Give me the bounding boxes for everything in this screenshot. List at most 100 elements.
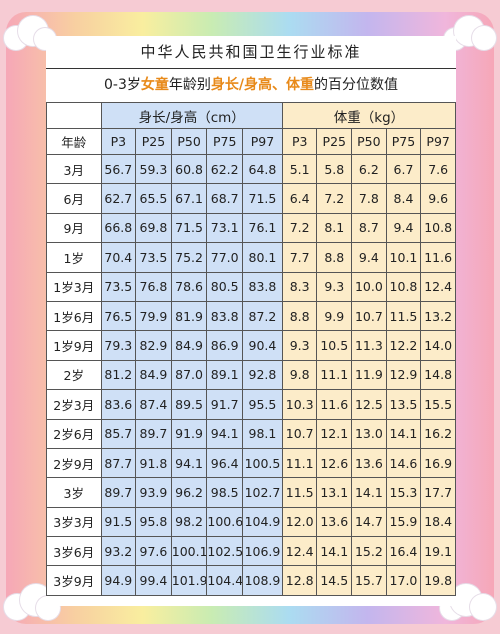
table-row: 3月 56.7 59.3 60.8 62.2 64.8 5.1 5.8 6.2 6.7 7.6	[46, 153, 456, 185]
table-row: 2岁3月 83.6 87.4 89.5 91.7 95.5 10.3 11.6 12.5 13.5…	[46, 389, 456, 420]
weight-cell: 11.5	[385, 300, 422, 332]
height-cell: 95.8	[135, 506, 172, 538]
height-cell: 93.9	[135, 477, 172, 508]
height-cell: 98.5	[206, 477, 244, 508]
weight-cell: 8.7	[351, 212, 387, 244]
height-cell: 91.5	[100, 506, 137, 538]
weight-cell: 12.0	[281, 506, 318, 538]
height-cell: 91.9	[170, 418, 208, 449]
height-cell: 100.5	[242, 447, 283, 479]
weight-cell: 12.9	[385, 359, 422, 391]
height-cell: 67.1	[170, 183, 208, 214]
weight-cell: 8.3	[281, 271, 318, 302]
height-cell: 101.9	[170, 565, 208, 596]
weight-cell: 11.6	[316, 389, 353, 420]
weight-cell: 19.8	[420, 565, 456, 596]
height-cell: 91.7	[206, 389, 244, 420]
weight-cell: 17.7	[420, 477, 456, 508]
subtitle-prefix: 0-3岁	[104, 77, 141, 93]
weight-cell: 14.1	[316, 536, 353, 567]
weight-percentile-header: P75	[385, 128, 422, 155]
weight-cell: 13.6	[316, 506, 353, 538]
height-cell: 100.6	[206, 506, 244, 538]
weight-cell: 10.1	[385, 242, 422, 273]
age-cell: 2岁	[46, 359, 102, 391]
group-header-row: 身长/身高（cm） 体重（kg）	[46, 102, 457, 129]
weight-cell: 9.3	[281, 330, 318, 361]
weight-cell: 13.5	[385, 389, 422, 420]
height-cell: 96.2	[170, 477, 208, 508]
table-row: 1岁9月 79.3 82.9 84.9 86.9 90.4 9.3 10.5 11.3 12.2 1…	[46, 330, 456, 361]
height-cell: 89.7	[135, 418, 172, 449]
weight-cell: 7.7	[281, 242, 318, 273]
height-cell: 89.7	[100, 477, 137, 508]
weight-cell: 17.0	[385, 565, 422, 596]
height-cell: 76.8	[135, 271, 172, 302]
height-cell: 69.8	[135, 212, 172, 244]
weight-cell: 12.4	[281, 536, 318, 567]
height-cell: 104.4	[206, 565, 244, 596]
table-row: 2岁6月 85.7 89.7 91.9 94.1 98.1 10.7 12.1 13.0 14.1…	[46, 418, 456, 449]
weight-cell: 7.2	[281, 212, 318, 244]
age-cell: 1岁9月	[46, 330, 102, 361]
weight-cell: 13.6	[351, 447, 387, 479]
weight-cell: 10.7	[351, 300, 387, 332]
height-group-header: 身长/身高（cm）	[100, 102, 283, 129]
weight-cell: 6.7	[385, 153, 422, 185]
height-cell: 108.9	[242, 565, 283, 596]
table-row: 2岁9月 87.7 91.8 94.1 96.4 100.5 11.1 12.6 13.6 14.…	[46, 447, 456, 479]
weight-cell: 5.8	[316, 153, 353, 185]
weight-cell: 13.2	[420, 300, 456, 332]
table-body: 3月 56.7 59.3 60.8 62.2 64.8 5.1 5.8 6.2 6.7 7.6 6月 6…	[46, 153, 456, 596]
table-row: 6月 62.7 65.5 67.1 68.7 71.5 6.4 7.2 7.8 8.4 9.6	[46, 183, 456, 214]
height-cell: 84.9	[170, 330, 208, 361]
height-cell: 87.7	[100, 447, 137, 479]
age-cell: 2岁9月	[46, 447, 102, 479]
table-row: 1岁3月 73.5 76.8 78.6 80.5 83.8 8.3 9.3 10.0 10.8 12…	[46, 271, 456, 302]
height-cell: 71.5	[170, 212, 208, 244]
weight-cell: 9.4	[351, 242, 387, 273]
standard-title: 中华人民共和国卫生行业标准	[46, 36, 456, 69]
table-row: 9月 66.8 69.8 71.5 73.1 76.1 7.2 8.1 8.7 9.4 10.8	[46, 212, 456, 244]
weight-cell: 9.3	[316, 271, 353, 302]
weight-cell: 13.1	[316, 477, 353, 508]
weight-cell: 6.4	[281, 183, 318, 214]
weight-cell: 10.8	[385, 271, 422, 302]
height-cell: 73.5	[100, 271, 137, 302]
weight-cell: 7.6	[420, 153, 456, 185]
height-percentile-header: P50	[170, 128, 208, 155]
height-cell: 97.6	[135, 536, 172, 567]
weight-cell: 10.5	[316, 330, 353, 361]
height-cell: 73.5	[135, 242, 172, 273]
height-cell: 94.1	[170, 447, 208, 479]
weight-cell: 12.2	[385, 330, 422, 361]
height-cell: 82.9	[135, 330, 172, 361]
weight-cell: 7.2	[316, 183, 353, 214]
subtitle-highlight-girls: 女童	[140, 77, 169, 93]
height-cell: 98.1	[242, 418, 283, 449]
height-cell: 102.5	[206, 536, 244, 567]
height-cell: 60.8	[170, 153, 208, 185]
weight-cell: 11.3	[351, 330, 387, 361]
height-cell: 83.6	[100, 389, 137, 420]
height-cell: 65.5	[135, 183, 172, 214]
weight-cell: 14.1	[351, 477, 387, 508]
age-cell: 3岁6月	[46, 536, 102, 567]
weight-cell: 7.8	[351, 183, 387, 214]
age-cell: 3岁3月	[46, 506, 102, 538]
weight-cell: 9.4	[385, 212, 422, 244]
weight-cell: 12.4	[420, 271, 456, 302]
percentile-table: 身长/身高（cm） 体重（kg） 年龄 P3 P25 P50 P75 P97 P3 P25 P…	[46, 102, 457, 596]
height-cell: 75.2	[170, 242, 208, 273]
height-cell: 106.9	[242, 536, 283, 567]
height-cell: 87.2	[242, 300, 283, 332]
table-row: 3岁3月 91.5 95.8 98.2 100.6 104.9 12.0 13.6 14.7 15…	[46, 506, 456, 538]
weight-cell: 11.9	[351, 359, 387, 391]
height-cell: 62.7	[100, 183, 137, 214]
age-group-blank	[46, 102, 102, 129]
age-header: 年龄	[46, 128, 102, 155]
height-cell: 59.3	[135, 153, 172, 185]
weight-cell: 12.5	[351, 389, 387, 420]
weight-cell: 14.6	[385, 447, 422, 479]
height-cell: 87.4	[135, 389, 172, 420]
